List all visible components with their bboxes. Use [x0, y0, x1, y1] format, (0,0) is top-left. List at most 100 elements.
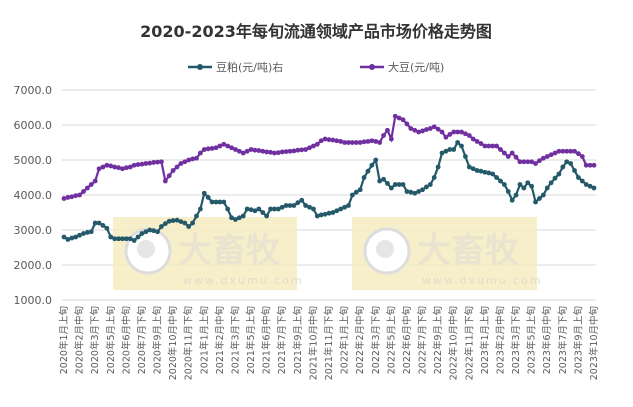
data-point	[404, 121, 410, 127]
x-tick-label: 2021年7月下旬	[276, 306, 288, 374]
x-tick-label: 2022年5月上旬	[385, 306, 397, 374]
data-point	[470, 166, 476, 172]
data-point	[451, 129, 457, 135]
data-point	[194, 213, 199, 219]
data-point	[264, 149, 270, 155]
x-tick-label: 2021年5月上旬	[245, 306, 257, 374]
data-point	[201, 190, 207, 196]
data-point	[529, 159, 535, 165]
data-point	[135, 234, 141, 240]
y-tick-label: 5000.0	[14, 154, 53, 167]
data-point	[248, 207, 254, 213]
data-point	[104, 225, 110, 231]
data-point	[190, 156, 196, 162]
data-point	[221, 199, 227, 205]
data-point	[544, 185, 550, 191]
data-point	[166, 218, 172, 224]
data-point	[326, 210, 332, 216]
x-tick-label: 2023年9月上旬	[572, 306, 584, 374]
data-point	[159, 224, 164, 229]
data-point	[197, 150, 203, 156]
data-point	[123, 236, 129, 242]
data-point	[560, 164, 566, 170]
data-point	[151, 228, 157, 234]
data-point	[112, 236, 118, 242]
data-point	[455, 140, 461, 145]
watermark: 大畜牧 www.dxumu.com	[352, 217, 541, 290]
data-point	[381, 176, 386, 182]
chart-title: 2020-2023年每旬流通领域产品市场价格走势图	[140, 22, 492, 41]
data-point	[365, 139, 371, 144]
data-point	[459, 129, 464, 135]
legend-label: 大豆(元/吨)	[388, 60, 444, 74]
data-point	[287, 203, 293, 208]
data-point	[252, 147, 258, 153]
data-point	[346, 140, 351, 145]
data-point	[155, 159, 160, 165]
data-point	[162, 221, 168, 227]
data-point	[435, 164, 441, 170]
data-point	[342, 140, 347, 145]
data-point	[272, 150, 277, 156]
data-point	[583, 162, 589, 168]
x-tick-label: 2023年3月下旬	[510, 306, 522, 374]
data-point	[447, 132, 453, 137]
data-point	[221, 141, 227, 147]
y-tick-label: 6000.0	[14, 119, 53, 132]
data-point	[69, 235, 75, 241]
data-point	[540, 155, 546, 161]
data-point	[96, 166, 102, 172]
data-point	[556, 171, 562, 177]
data-point	[330, 210, 336, 215]
data-point	[143, 161, 149, 166]
data-point	[240, 213, 246, 219]
data-point	[225, 143, 231, 149]
data-point	[178, 161, 184, 166]
data-point	[462, 131, 468, 137]
data-point	[392, 182, 398, 187]
data-point	[533, 199, 538, 205]
x-tick-label: 2021年1月上旬	[198, 306, 210, 374]
data-point	[322, 136, 328, 142]
data-point	[443, 134, 449, 140]
data-point	[455, 129, 461, 135]
data-point	[400, 117, 406, 123]
data-point	[311, 143, 316, 149]
data-point	[108, 234, 114, 240]
y-tick-label: 2000.0	[14, 259, 53, 272]
data-point	[81, 189, 86, 194]
data-point	[244, 148, 250, 154]
data-point	[470, 136, 476, 142]
data-point	[517, 182, 523, 187]
data-point	[240, 150, 246, 156]
y-tick-label: 3000.0	[14, 224, 53, 237]
data-point	[84, 230, 90, 235]
data-point	[229, 215, 234, 221]
data-point	[307, 204, 312, 210]
data-point	[373, 157, 379, 163]
data-point	[537, 158, 542, 164]
data-point	[217, 199, 223, 205]
data-point	[225, 206, 231, 212]
data-point	[416, 129, 422, 135]
data-point	[572, 148, 577, 154]
data-point	[65, 195, 71, 200]
data-point	[73, 193, 79, 199]
data-point	[120, 236, 125, 242]
data-point	[591, 185, 597, 191]
x-tick-label: 2020年9月上旬	[152, 306, 164, 374]
data-point	[77, 192, 82, 198]
data-point	[88, 182, 94, 187]
data-point	[123, 165, 129, 171]
data-point	[498, 178, 503, 184]
data-point	[182, 220, 188, 226]
data-point	[182, 159, 188, 165]
data-point	[186, 157, 192, 163]
data-point	[587, 162, 593, 168]
data-point	[217, 143, 223, 149]
watermark-logo-dot	[137, 240, 155, 258]
data-point	[361, 139, 367, 145]
x-tick-label: 2021年10月中旬	[307, 306, 319, 380]
